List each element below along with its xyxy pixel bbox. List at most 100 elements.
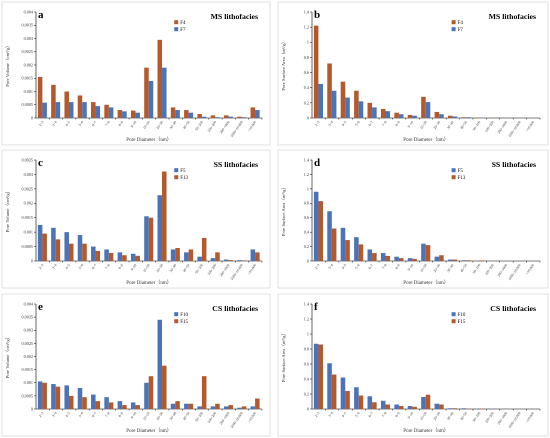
y-tick-label: 0.0005 (21, 393, 33, 398)
x-tick-label: 100~200 (207, 263, 218, 276)
bar-f15-5 (108, 402, 114, 409)
bar-f7-2 (345, 97, 350, 118)
x-tick-label: 200~1000 (497, 411, 509, 425)
bar-f10-5 (104, 397, 109, 409)
x-axis-label: Pore Diameter（nm） (126, 428, 171, 434)
y-axis-label: Pore Volume（cm³/g） (5, 335, 10, 378)
x-tick-label: 9~10 (130, 411, 138, 419)
bar-f4-2 (340, 81, 346, 118)
bar-f4-8 (144, 67, 149, 118)
x-tick-label: 50~100 (194, 411, 204, 422)
bar-f7-0 (318, 83, 323, 118)
x-tick-label: 10~20 (419, 263, 428, 273)
x-tick-label: 1000~10,000 (230, 263, 245, 282)
bar-f5-5 (380, 253, 386, 261)
y-tick-label: 1.4 (304, 9, 310, 14)
bar-f5-3 (77, 235, 83, 261)
panel-frame (1, 149, 271, 289)
bar-f10-7 (407, 406, 413, 409)
bar-f5-6 (394, 256, 399, 261)
y-tick-label: 0.003 (24, 328, 33, 333)
y-tick-label: 0 (307, 258, 309, 263)
legend-swatch-f4 (174, 20, 179, 25)
bar-f4-0 (313, 25, 319, 118)
x-tick-label: 2~3 (38, 263, 45, 270)
bar-f4-5 (104, 104, 109, 118)
x-tick-label: 20~30 (156, 411, 165, 421)
bar-f15-8 (148, 376, 154, 409)
panel-title: SS lithofacies (214, 160, 258, 169)
legend-swatch-f7 (451, 27, 456, 32)
legend-swatch-f5 (174, 168, 179, 173)
bar-f10-3 (354, 387, 359, 409)
y-tick-label: 0.004 (24, 9, 34, 14)
x-tick-label: 3~4 (327, 120, 334, 127)
bar-f15-7 (412, 406, 417, 409)
bar-f13-14 (228, 260, 234, 261)
bar-f15-14 (228, 405, 234, 409)
x-tick-label: 40~50 (460, 411, 469, 421)
bar-f15-6 (398, 406, 404, 409)
bar-f10-1 (327, 363, 332, 409)
y-tick-label: 1.4 (304, 157, 310, 162)
bar-f7-5 (108, 107, 114, 118)
y-tick-label: 0.6 (304, 361, 309, 366)
panel-title: CS lithofacies (212, 304, 258, 313)
legend-label-f5: F5 (180, 169, 186, 174)
legend-swatch-f5 (451, 168, 456, 173)
bar-f4-10 (170, 107, 176, 118)
bar-f13-12 (201, 237, 207, 261)
bar-f10-11 (184, 403, 189, 409)
legend-label-f15: F15 (180, 320, 188, 325)
bar-f13-11 (188, 249, 194, 261)
chart-panel-c: 0 0.0005 0.001 0.0015 0.002 0.0025 0.003 0.0035… (1, 149, 271, 289)
legend-label-f7: F7 (180, 28, 186, 33)
panel-letter: a (38, 9, 44, 21)
bar-f4-8 (421, 96, 426, 118)
bar-f13-1 (55, 239, 61, 261)
y-tick-label: 0.002 (24, 354, 33, 359)
bar-f15-4 (95, 401, 101, 409)
x-tick-label: 6~7 (368, 411, 375, 418)
bar-f13-5 (385, 255, 391, 261)
bar-f5-7 (130, 253, 136, 261)
bar-f7-16 (255, 110, 260, 118)
bar-f13-3 (82, 243, 87, 261)
bar-f13-16 (255, 252, 260, 261)
x-tick-label: 8~9 (395, 120, 402, 127)
legend-swatch-f10 (174, 312, 179, 317)
bar-f5-12 (197, 256, 202, 261)
panel-title: MS lithofacies (489, 12, 536, 21)
panel-letter: e (38, 301, 43, 313)
x-tick-label: 9~10 (130, 263, 138, 271)
bar-f4-1 (51, 84, 56, 118)
legend-swatch-f13 (451, 175, 456, 180)
bar-f15-9 (162, 365, 167, 409)
x-tick-label: 100~200 (484, 120, 495, 133)
x-tick-label: 40~50 (182, 411, 191, 421)
bar-f13-8 (425, 245, 431, 261)
bar-f15-2 (345, 391, 350, 409)
bar-f15-12 (201, 376, 207, 409)
x-tick-label: 20~30 (433, 263, 442, 273)
bar-f10-3 (77, 388, 83, 409)
bar-f7-11 (465, 117, 471, 118)
y-tick-label: 0.0025 (21, 341, 33, 346)
bar-f5-14 (223, 259, 229, 261)
bar-f15-1 (55, 386, 61, 409)
y-tick-label: 0.002 (24, 201, 33, 206)
bar-f5-4 (367, 249, 373, 261)
x-tick-label: 8~9 (118, 120, 125, 127)
x-tick-label: 40~50 (182, 120, 191, 130)
bar-f13-7 (412, 258, 417, 261)
bar-f7-3 (82, 102, 87, 118)
x-tick-label: 8~9 (395, 263, 402, 270)
bar-f10-4 (91, 394, 96, 409)
bar-f15-9 (439, 404, 444, 409)
bar-f13-10 (175, 248, 180, 261)
x-tick-label: >10,000 (525, 120, 536, 133)
bar-f5-5 (104, 249, 109, 261)
y-tick-label: 0.003 (24, 172, 33, 177)
bar-f15-0 (318, 344, 323, 409)
bar-f13-10 (452, 259, 458, 261)
